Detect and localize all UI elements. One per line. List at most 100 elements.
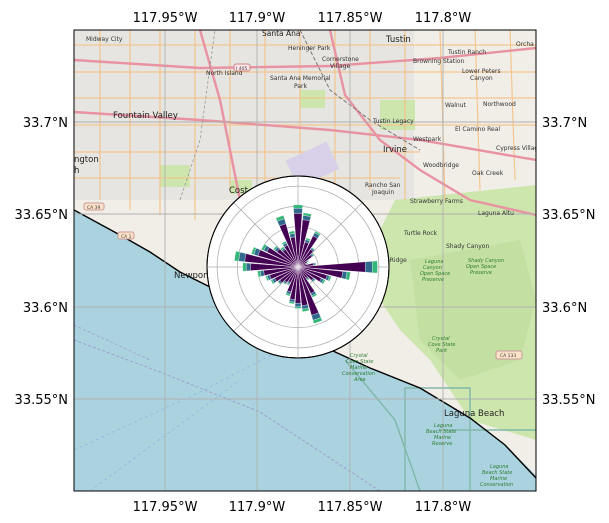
place-cornerstone: Cornerstone bbox=[322, 56, 359, 63]
rose-bar-teal bbox=[285, 292, 291, 297]
place-laguna-beach: Laguna Beach bbox=[444, 409, 504, 419]
left-tick-33-55: 33.55°N bbox=[15, 393, 68, 408]
place-midway-city: Midway City bbox=[86, 36, 123, 43]
place-cypress-village: Cypress Villag bbox=[496, 145, 538, 152]
rose-bar-teal bbox=[305, 237, 311, 242]
shield-ca-1: CA 1 bbox=[121, 234, 132, 240]
place-huntington-beach: h bbox=[74, 166, 79, 176]
rose-bar-teal bbox=[288, 230, 295, 235]
park-laguna-canyon: Laguna Canyon Open Space Preserve bbox=[420, 259, 452, 283]
rose-bar-teal bbox=[321, 279, 326, 285]
map-frame bbox=[73, 29, 537, 492]
rose-bar-mid bbox=[245, 262, 251, 272]
top-tick-117-85: 117.85°W bbox=[318, 11, 383, 26]
rose-bar-teal bbox=[301, 307, 310, 312]
rose-spoke bbox=[233, 202, 299, 268]
place-heninger-park: Heninger Park bbox=[288, 45, 331, 52]
park-crystal-cove-marine: Crystal Cove State Marine Conservation A… bbox=[342, 353, 377, 383]
bottom-tick-labels: 117.95°W 117.9°W 117.85°W 117.8°W bbox=[133, 500, 472, 515]
left-tick-33-6: 33.6°N bbox=[23, 301, 68, 316]
bottom-tick-117-9: 117.9°W bbox=[229, 500, 286, 515]
rose-bar-teal bbox=[270, 279, 275, 285]
place-shady-canyon: Shady Canyon bbox=[446, 243, 489, 250]
place-orchard: Orcha bbox=[516, 41, 534, 48]
rose-bar-teal bbox=[273, 245, 278, 251]
road-network bbox=[74, 30, 536, 220]
wind-rose bbox=[206, 175, 390, 359]
place-irvine: Irvine bbox=[383, 145, 407, 155]
place-tustin-legacy: Tustin Legacy bbox=[372, 118, 414, 125]
rose-bar-teal bbox=[288, 301, 295, 305]
rose-bar-teal bbox=[251, 246, 257, 255]
rose-bar-teal bbox=[311, 252, 315, 257]
rose-bar-teal bbox=[261, 243, 267, 251]
rose-bar-teal bbox=[327, 275, 332, 282]
place-el-camino-real: El Camino Real bbox=[455, 126, 500, 133]
rose-bar-teal bbox=[294, 306, 302, 309]
right-tick-33-65: 33.65°N bbox=[542, 208, 595, 223]
rose-bar-teal bbox=[302, 212, 312, 217]
rose-bar-teal bbox=[345, 271, 351, 281]
place-westpark: Westpark bbox=[413, 136, 442, 143]
rose-bar-teal bbox=[277, 280, 281, 285]
park-labels: Shady Canyon Open Space Preserve Laguna … bbox=[342, 258, 514, 488]
rose-bar-teal bbox=[275, 215, 285, 222]
rose-bar-teal bbox=[281, 241, 287, 246]
place-rancho-san-joaquin-2: Joaquin bbox=[371, 189, 394, 196]
rose-bar-teal bbox=[306, 262, 309, 265]
rose-bar-teal bbox=[234, 250, 241, 262]
shield-ca-133: CA 133 bbox=[500, 353, 516, 359]
rose-spoke bbox=[297, 202, 363, 268]
park-laguna-beach-conservation: Laguna Beach State Marine Conservation bbox=[480, 464, 514, 488]
right-tick-33-7: 33.7°N bbox=[542, 116, 587, 131]
rose-bar-teal bbox=[306, 277, 310, 281]
rose-bar-teal bbox=[307, 259, 310, 263]
rose-bar-teal bbox=[242, 262, 247, 272]
place-santa-ana: Santa Ana bbox=[262, 29, 301, 38]
rose-bar-mid bbox=[294, 303, 302, 307]
rose-bar-teal bbox=[280, 246, 285, 251]
bottom-tick-117-85: 117.85°W bbox=[318, 500, 383, 515]
right-tick-33-6: 33.6°N bbox=[542, 301, 587, 316]
place-north-island: North Island bbox=[206, 70, 243, 77]
rose-bar-teal bbox=[286, 282, 290, 286]
place-tustin: Tustin bbox=[385, 35, 411, 45]
rose-bar-teal bbox=[265, 275, 270, 282]
park-shady-canyon: Shady Canyon Open Space Preserve bbox=[466, 258, 506, 276]
place-lower-peters-canyon: Canyon bbox=[470, 75, 493, 82]
top-tick-labels: 117.95°W 117.9°W 117.85°W 117.8°W bbox=[133, 11, 472, 26]
rose-spoke bbox=[297, 266, 363, 332]
place-oak-creek: Oak Creek bbox=[472, 170, 504, 177]
left-tick-33-7: 33.7°N bbox=[23, 116, 68, 131]
left-tick-labels: 33.7°N 33.65°N 33.6°N 33.55°N bbox=[15, 116, 68, 408]
place-browning-station: Browning Station bbox=[413, 58, 465, 65]
right-tick-labels: 33.7°N 33.65°N 33.6°N 33.55°N bbox=[542, 116, 595, 408]
place-santa-ana-memorial-park: Park bbox=[294, 83, 307, 90]
top-tick-117-95: 117.95°W bbox=[133, 11, 198, 26]
rose-bar-teal bbox=[311, 293, 318, 298]
rose-bar-teal bbox=[282, 281, 287, 285]
place-fountain-valley: Fountain Valley bbox=[113, 111, 178, 121]
top-tick-117-8: 117.8°W bbox=[415, 11, 472, 26]
wind-rose-bars bbox=[234, 204, 378, 324]
rose-bar-mid bbox=[365, 261, 373, 273]
shield-ca-39: CA 39 bbox=[87, 205, 101, 211]
rose-bar-teal bbox=[257, 270, 262, 278]
rose-bar-mid bbox=[293, 208, 303, 214]
place-lower-peters: Lower Peters bbox=[462, 68, 501, 75]
rose-bar-teal bbox=[371, 260, 378, 274]
park-crystal-cove: Crystal Cove State Park bbox=[428, 336, 457, 354]
place-woodbridge: Woodbridge bbox=[423, 162, 459, 169]
park-area-2 bbox=[410, 240, 536, 380]
right-tick-33-55: 33.55°N bbox=[542, 393, 595, 408]
place-santa-ana-memorial: Santa Ana Memorial bbox=[270, 75, 331, 82]
place-strawberry-farms: Strawberry Farms bbox=[410, 198, 463, 205]
top-tick-117-9: 117.9°W bbox=[229, 11, 286, 26]
rose-bar-teal bbox=[293, 204, 303, 209]
rail-line-2 bbox=[179, 30, 216, 201]
place-laguna-altura: Laguna Altu bbox=[478, 210, 514, 217]
rose-spoke bbox=[233, 266, 299, 332]
place-newport: Newport bbox=[174, 271, 211, 281]
rose-bar-teal bbox=[314, 230, 321, 236]
place-tustin-ranch: Tustin Ranch bbox=[447, 49, 486, 56]
